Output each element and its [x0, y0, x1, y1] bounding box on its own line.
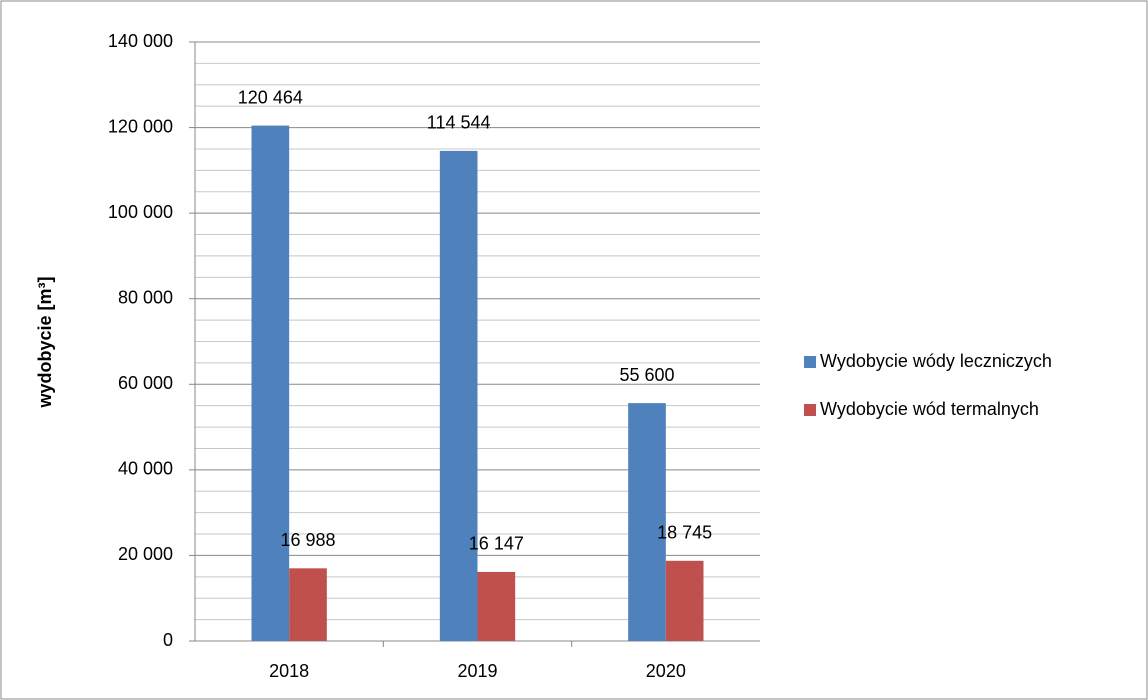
legend-swatch: [804, 404, 816, 416]
bar: [439, 150, 478, 641]
x-tick-label: 2020: [646, 661, 686, 681]
x-tick-label: 2018: [269, 661, 309, 681]
y-tick-label: 60 000: [118, 373, 173, 393]
bar: [251, 125, 290, 641]
legend-label: Wydobycie wódy leczniczych: [820, 351, 1052, 371]
legend-label: Wydobycie wód termalnych: [820, 399, 1039, 419]
data-label: 18 745: [657, 523, 712, 543]
bar: [628, 403, 666, 641]
y-tick-label: 100 000: [108, 202, 173, 222]
data-label: 16 988: [280, 530, 335, 550]
y-axis-label: wydobycie [m³]: [35, 276, 55, 408]
data-label: 120 464: [238, 87, 303, 107]
y-tick-label: 0: [163, 630, 173, 650]
y-tick-label: 40 000: [118, 459, 173, 479]
data-label: 16 147: [469, 534, 524, 554]
y-tick-label: 140 000: [108, 31, 173, 51]
bar: [665, 560, 704, 641]
legend-swatch: [804, 356, 816, 368]
bar: [289, 568, 327, 641]
y-tick-label: 120 000: [108, 116, 173, 136]
data-label: 55 600: [619, 365, 674, 385]
y-tick-label: 20 000: [118, 544, 173, 564]
data-label: 114 544: [427, 113, 491, 133]
bar: [477, 571, 516, 641]
y-tick-label: 80 000: [118, 287, 173, 307]
x-tick-label: 2019: [457, 661, 497, 681]
